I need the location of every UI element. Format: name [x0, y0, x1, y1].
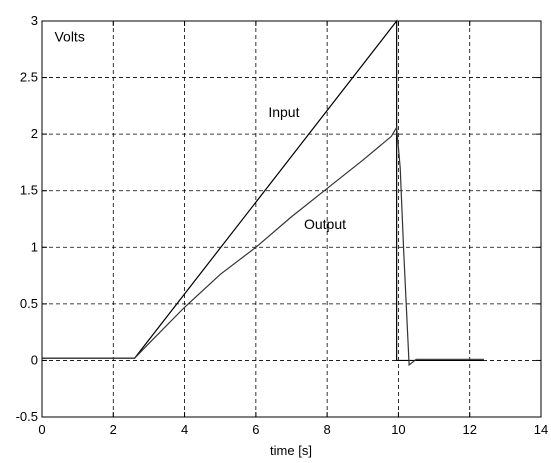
series-output-line — [42, 125, 484, 367]
plot-background — [42, 21, 541, 417]
y-tick-label: 0 — [31, 352, 38, 367]
ticks — [41, 20, 542, 418]
x-tick-labels: 0 2 4 6 8 10 12 14 — [38, 422, 548, 437]
plot-frame — [41, 20, 542, 418]
y-tick-label: 0.5 — [20, 296, 38, 311]
annotation-input: Input — [268, 104, 299, 120]
x-tick-label: 10 — [391, 422, 405, 437]
y-tick-label: -0.5 — [16, 409, 38, 424]
x-tick-label: 6 — [252, 422, 259, 437]
x-tick-label: 12 — [462, 422, 476, 437]
x-tick-label: 0 — [38, 422, 45, 437]
x-tick-label: 4 — [181, 422, 188, 437]
y-tick-label: 1 — [31, 239, 38, 254]
y-tick-label: 1.5 — [20, 183, 38, 198]
y-tick-label: 2.5 — [20, 70, 38, 85]
annotations: Volts Input Output — [54, 28, 346, 232]
x-tick-label: 8 — [324, 422, 331, 437]
x-tick-label: 14 — [534, 422, 548, 437]
series-layer — [42, 19, 484, 367]
y-tick-labels: -0.5 0 0.5 1 1.5 2 2.5 3 — [16, 13, 38, 424]
x-axis-label: time [s] — [270, 443, 312, 458]
x-tick-label: 2 — [110, 422, 117, 437]
y-tick-label: 3 — [31, 13, 38, 28]
y-tick-label: 2 — [31, 126, 38, 141]
annotation-output: Output — [304, 216, 346, 232]
annotation-volts: Volts — [54, 28, 84, 44]
